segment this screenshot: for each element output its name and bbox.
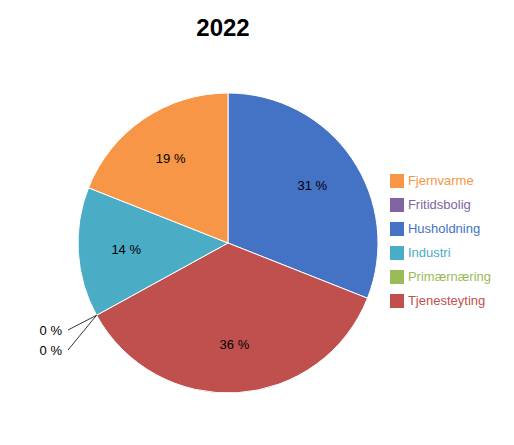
svg-text:36 %: 36 %: [220, 337, 250, 352]
svg-text:0 %: 0 %: [40, 343, 63, 358]
html-text:Tjenesteyting: Tjenesteyting: [407, 292, 486, 308]
svg-text:19 %: 19 %: [156, 151, 186, 166]
svg-text:31 %: 31 %: [298, 178, 328, 193]
svg-text:0 %: 0 %: [40, 323, 63, 338]
html-text:Industri: Industri: [407, 244, 451, 260]
svg-text:14 %: 14 %: [111, 242, 141, 257]
html-text:2022: 2022: [196, 14, 250, 41]
html-text:Fritidsbolig: Fritidsbolig: [407, 196, 471, 212]
html-text:Husholdning: Husholdning: [407, 220, 481, 236]
html-text:Primærnæring: Primærnæring: [407, 268, 491, 284]
html-text:Fjernvarme: Fjernvarme: [407, 172, 474, 188]
